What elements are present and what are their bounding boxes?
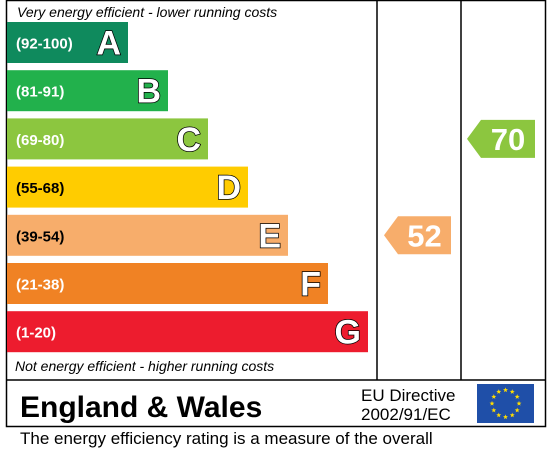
region-title: England & Wales: [20, 391, 262, 424]
chart-frame: [5, 0, 547, 428]
eu-flag-star-icon: [509, 412, 515, 418]
band-bar-a: [7, 22, 128, 63]
eu-flag-star-icon: [496, 412, 502, 418]
band-letter-c: C: [176, 121, 201, 159]
potential-rating-arrow: [467, 119, 535, 158]
band-bar-e: [7, 214, 288, 256]
band-letter-e: E: [258, 217, 281, 255]
band-letter-b: B: [136, 73, 161, 111]
current-rating-arrow: [384, 216, 451, 255]
bottom-note: Not energy efficient - higher running co…: [15, 358, 274, 374]
eu-flag-star-icon: [503, 414, 508, 420]
band-range-d: (55-68): [16, 180, 64, 197]
directive-line-2: 2002/91/EC: [361, 405, 451, 424]
band-letter-g: G: [335, 314, 361, 352]
eu-flag-star-icon: [489, 400, 495, 406]
eu-flag-star-icon: [514, 407, 520, 413]
top-note: Very energy efficient - lower running co…: [17, 4, 277, 20]
band-range-c: (69-80): [16, 132, 64, 149]
band-letter-f: F: [300, 266, 321, 304]
band-letter-a: A: [96, 25, 121, 63]
band-range-b: (81-91): [16, 84, 64, 101]
eu-flag-star-icon: [491, 394, 497, 399]
eu-flag-star-icon: [496, 389, 502, 394]
band-range-f: (21-38): [16, 277, 64, 294]
band-bar-b: [7, 70, 168, 112]
eu-flag-star-icon: [503, 387, 508, 393]
band-range-e: (39-54): [16, 228, 64, 245]
band-range-g: (1-20): [16, 325, 56, 342]
current-rating-value: 52: [407, 218, 441, 253]
eu-flag-star-icon: [516, 400, 522, 406]
band-bar-d: [7, 166, 248, 208]
caption-text: The energy efficiency rating is a measur…: [20, 429, 433, 448]
eu-flag-star-icon: [514, 394, 520, 399]
eu-flag-star-icon: [491, 407, 497, 413]
band-range-a: (92-100): [16, 36, 73, 53]
directive-line-1: EU Directive: [361, 386, 455, 405]
band-bar-c: [7, 118, 208, 160]
band-bar-f: [7, 263, 328, 304]
band-bar-g: [7, 311, 368, 353]
eu-flag-star-icon: [509, 389, 515, 394]
potential-rating-value: 70: [491, 122, 525, 157]
band-letter-d: D: [216, 169, 241, 207]
